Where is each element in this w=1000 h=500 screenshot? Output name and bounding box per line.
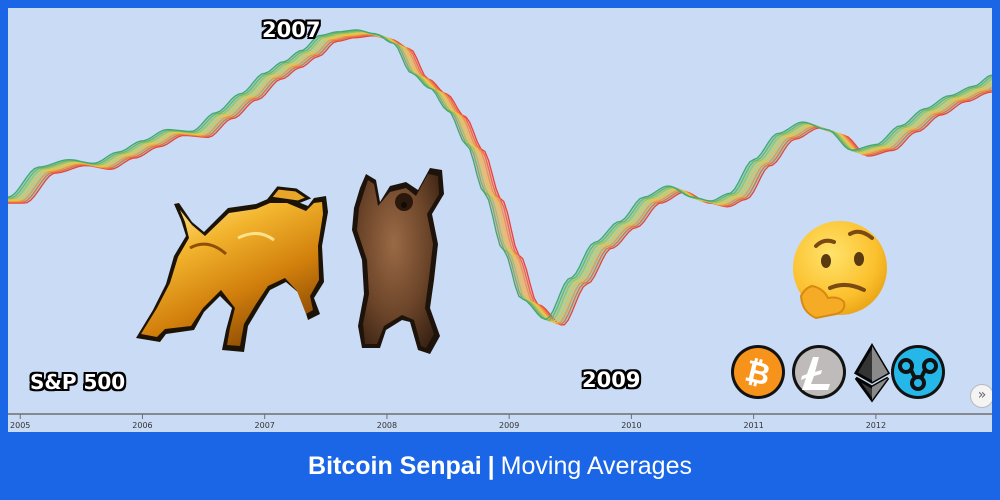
x-tick-label: 2010 xyxy=(621,421,641,430)
peak-year-label: 2007 xyxy=(262,18,321,42)
x-axis-ticks: 2005 2006 2007 2008 2009 2010 2011 2012 xyxy=(10,414,886,430)
x-tick-label: 2012 xyxy=(866,421,886,430)
ribbon-gap-bear xyxy=(496,189,500,246)
ribbon-gap-bull xyxy=(560,284,565,325)
bear-icon xyxy=(352,168,444,354)
x-tick-label: 2005 xyxy=(10,421,30,430)
footer-subtitle: Moving Averages xyxy=(500,451,692,480)
ribbon-gap-bear xyxy=(503,201,508,258)
bull-icon xyxy=(136,186,328,352)
moving-averages-chart: ₿ 20 xyxy=(8,29,992,430)
ethereum-icon xyxy=(853,343,891,403)
footer-brand: Bitcoin Senpai xyxy=(308,451,482,480)
trough-year-label: 2009 xyxy=(582,368,641,392)
footer-bar: Bitcoin Senpai | Moving Averages xyxy=(0,432,1000,500)
index-label: S&P 500 xyxy=(30,370,126,394)
ribbon-lines xyxy=(8,29,992,326)
ripple-icon xyxy=(891,345,945,399)
x-tick-label: 2006 xyxy=(132,421,152,430)
x-tick-label: 2007 xyxy=(255,421,275,430)
thinking-face-icon xyxy=(793,221,887,320)
litecoin-icon xyxy=(792,345,846,399)
plot-panel: ₿ 20 xyxy=(8,8,992,432)
scroll-right-button[interactable]: » xyxy=(970,384,992,408)
double-chevron-right-icon: » xyxy=(977,387,987,403)
x-tick-label: 2008 xyxy=(377,421,397,430)
bitcoin-icon: ₿ xyxy=(731,345,785,399)
moving-average-line-1 xyxy=(8,29,992,321)
x-tick-label: 2009 xyxy=(499,421,519,430)
footer-separator: | xyxy=(487,451,495,480)
x-tick-label: 2011 xyxy=(743,421,763,430)
